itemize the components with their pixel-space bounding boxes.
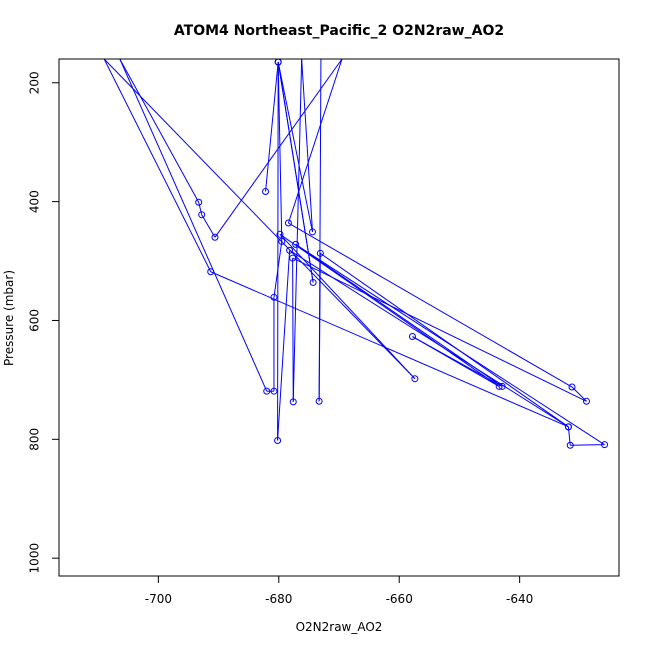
data-point xyxy=(274,437,282,445)
plot-frame xyxy=(58,58,620,577)
series-line-segment xyxy=(279,233,416,380)
data-point xyxy=(495,382,503,390)
data-point xyxy=(195,198,203,206)
data-point xyxy=(564,423,572,431)
data-point xyxy=(601,441,609,449)
x-tick-label: -680 xyxy=(265,592,292,606)
y-tick-label: 600 xyxy=(28,309,42,332)
data-point xyxy=(498,382,506,390)
data-point xyxy=(207,268,215,276)
axes: -700 -680 -660 -640 200 400 600 800 1000 xyxy=(28,58,620,606)
data-point xyxy=(286,246,294,254)
data-point xyxy=(270,387,278,395)
data-point xyxy=(566,441,574,449)
y-tick-label: 400 xyxy=(28,190,42,213)
data-point xyxy=(316,249,324,257)
series-line-segment xyxy=(103,59,416,380)
data-point xyxy=(284,219,292,227)
data-point xyxy=(568,383,576,391)
series-line-segment xyxy=(210,271,569,428)
series-line-segment xyxy=(201,214,216,238)
series-line-segment xyxy=(289,249,569,428)
series-line-segment xyxy=(287,59,343,224)
x-tick-label: -640 xyxy=(506,592,533,606)
series-line-segment xyxy=(318,59,322,402)
data-point xyxy=(198,211,206,219)
series-line-segment xyxy=(301,59,314,232)
data-point xyxy=(289,398,297,406)
series-line-segment xyxy=(570,444,605,446)
data-point xyxy=(582,397,590,405)
data-point xyxy=(276,230,284,238)
data-point xyxy=(315,397,323,405)
x-tick-label: -660 xyxy=(386,592,413,606)
series-line-segment xyxy=(119,59,200,203)
series-line-segment xyxy=(412,336,500,387)
data-point xyxy=(278,237,286,245)
data-point xyxy=(211,233,219,241)
series-line-segment xyxy=(295,243,503,387)
data-point xyxy=(309,278,317,286)
data-point xyxy=(274,59,282,66)
series-line-segment xyxy=(277,61,279,441)
data-point xyxy=(408,333,416,341)
x-tick-label: -700 xyxy=(145,592,172,606)
data-point xyxy=(411,375,419,383)
chart-title: ATOM4 Northeast_Pacific_2 O2N2raw_AO2 xyxy=(174,23,504,39)
series-line-segment xyxy=(292,257,587,402)
y-axis-label: Pressure (mbar) xyxy=(2,270,16,366)
series-line-segment xyxy=(292,59,303,402)
data-point xyxy=(270,293,278,301)
data-point xyxy=(309,228,317,236)
series-line-segment xyxy=(277,61,313,233)
y-tick-label: 1000 xyxy=(28,543,42,574)
data-point xyxy=(292,240,300,248)
series-line-segment xyxy=(277,61,314,283)
series-line-segment xyxy=(279,233,500,387)
series-line-segment xyxy=(320,252,569,428)
series-line-segment xyxy=(198,202,203,215)
series-line-segment xyxy=(277,250,291,441)
series-line-segment xyxy=(119,59,268,392)
series-line-segment xyxy=(277,61,283,242)
x-axis-label: O2N2raw_AO2 xyxy=(296,620,383,634)
y-tick-label: 200 xyxy=(28,71,42,94)
plot-area xyxy=(103,59,609,449)
y-tick-label: 800 xyxy=(28,428,42,451)
series-line-segment xyxy=(265,61,279,192)
data-point xyxy=(262,188,270,196)
series-line-segment xyxy=(292,258,294,402)
series-line-segment xyxy=(103,59,212,272)
data-point xyxy=(263,387,271,395)
data-point xyxy=(289,254,297,262)
series-line-segment xyxy=(288,222,573,388)
